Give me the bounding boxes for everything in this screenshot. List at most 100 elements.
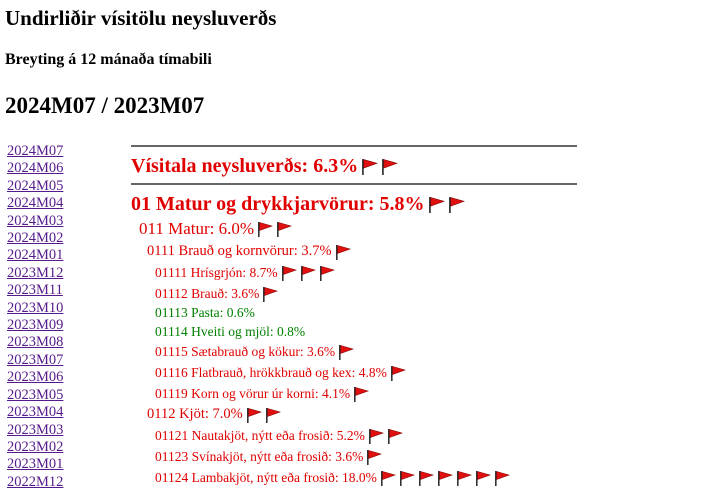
- flag-pole: [265, 407, 268, 423]
- flag-pole: [300, 265, 303, 281]
- flag-cloth: [368, 449, 383, 459]
- divider: [131, 145, 577, 147]
- month-link[interactable]: 2022M12: [7, 473, 64, 490]
- flag-icon: [399, 470, 415, 486]
- month-link[interactable]: 2023M06: [7, 369, 64, 386]
- flag-pole: [494, 470, 497, 486]
- month-link[interactable]: 2024M03: [7, 212, 64, 229]
- flag-pole: [428, 196, 431, 213]
- index-item: Vísitala neysluverðs: 6.3%: [131, 153, 577, 179]
- flag-cloth: [383, 158, 399, 169]
- flag-cloth: [340, 344, 355, 354]
- flag-pole: [367, 449, 369, 465]
- month-link[interactable]: 2024M01: [7, 247, 64, 264]
- flag-icon: [456, 470, 472, 486]
- flag-icon: [354, 386, 370, 402]
- flag-pole: [456, 470, 459, 486]
- flag-icon: [387, 428, 403, 444]
- index-tree: Vísitala neysluverðs: 6.3% 01 Matur og dr…: [131, 145, 577, 488]
- flag-cloth: [458, 470, 472, 480]
- flag-cloth: [267, 407, 281, 417]
- month-link[interactable]: 2023M11: [7, 282, 63, 299]
- month-link[interactable]: 2024M02: [7, 230, 64, 247]
- flag-cloth: [259, 222, 274, 231]
- index-item: 01115 Sætabrauð og kökur: 3.6%: [131, 341, 577, 362]
- flag-pole: [263, 286, 265, 302]
- flag-pole: [246, 407, 249, 423]
- flag-icon: [258, 222, 274, 237]
- flag-icon: [335, 244, 351, 260]
- month-link[interactable]: 2023M03: [7, 421, 64, 438]
- flag-icon: [494, 470, 510, 486]
- flag-cloth: [355, 386, 370, 396]
- month-link[interactable]: 2024M07: [7, 143, 64, 159]
- flag-icon: [390, 365, 406, 381]
- item-label: 01123 Svínakjöt, nýtt eða frosið: 3.6%: [155, 448, 364, 464]
- flag-pole: [437, 470, 440, 486]
- flag-icon: [319, 265, 335, 281]
- flag-cloth: [389, 428, 403, 438]
- month-link[interactable]: 2023M04: [7, 404, 64, 421]
- item-label: Vísitala neysluverðs: 6.3%: [131, 154, 359, 177]
- flag-cloth: [248, 407, 262, 417]
- month-link[interactable]: 2023M07: [7, 351, 64, 368]
- item-label: 01114 Hveiti og mjöl: 0.8%: [155, 323, 306, 339]
- flag-cloth: [420, 470, 434, 480]
- month-link[interactable]: 2024M04: [7, 195, 64, 212]
- page-title: Undirliðir vísitölu neysluverðs: [5, 6, 277, 30]
- flag-pole: [362, 158, 364, 175]
- item-label: 01 Matur og drykkjarvörur: 5.8%: [131, 192, 425, 215]
- month-link[interactable]: 2024M06: [7, 160, 64, 177]
- flag-icon: [300, 265, 316, 281]
- flag-pole: [448, 196, 451, 213]
- item-label: 01111 Hrísgrjón: 8.7%: [155, 264, 278, 280]
- flag-pole: [387, 428, 390, 444]
- flag-cloth: [449, 196, 465, 207]
- flag-icon: [475, 470, 491, 486]
- flag-icon: [265, 407, 281, 423]
- item-label: 01115 Sætabrauð og kökur: 3.6%: [155, 343, 336, 359]
- index-item: 0111 Brauð og kornvörur: 3.7%: [131, 241, 577, 262]
- flag-cloth: [496, 470, 510, 480]
- flag-pole: [475, 470, 478, 486]
- month-link[interactable]: 2023M05: [7, 386, 64, 403]
- flag-icon: [418, 470, 434, 486]
- flag-pole: [390, 365, 393, 381]
- divider: [131, 183, 577, 185]
- item-label: 01113 Pasta: 0.6%: [155, 305, 255, 321]
- item-label: 01116 Flatbrauð, hrökkbrauð og kex: 4.8%: [155, 364, 387, 380]
- flag-cloth: [401, 470, 415, 480]
- flag-icon: [428, 196, 445, 213]
- index-item: 01124 Lambakjöt, nýtt eða frosið: 18.0%: [131, 467, 577, 488]
- month-link[interactable]: 2024M05: [7, 177, 64, 194]
- flag-pole: [380, 470, 383, 486]
- index-item: 01113 Pasta: 0.6%: [131, 304, 577, 323]
- item-label: 01112 Brauð: 3.6%: [155, 285, 260, 301]
- flag-pole: [277, 222, 279, 237]
- item-label: 01124 Lambakjöt, nýtt eða frosið: 18.0%: [155, 469, 377, 485]
- month-link[interactable]: 2023M09: [7, 317, 64, 334]
- item-label: 011 Matur: 6.0%: [139, 219, 255, 238]
- flag-pole: [339, 344, 341, 360]
- flag-cloth: [429, 196, 445, 207]
- flag-cloth: [382, 470, 396, 480]
- flag-icon: [246, 407, 262, 423]
- month-link[interactable]: 2023M01: [7, 456, 64, 473]
- flag-icon: [263, 286, 279, 302]
- index-item: 01 Matur og drykkjarvörur: 5.8%: [131, 191, 577, 217]
- month-link[interactable]: 2023M10: [7, 299, 64, 316]
- month-link[interactable]: 2023M08: [7, 334, 64, 351]
- flag-cloth: [477, 470, 491, 480]
- month-link[interactable]: 2023M02: [7, 438, 64, 455]
- flag-cloth: [370, 428, 384, 438]
- flag-icon: [368, 428, 384, 444]
- flag-pole: [399, 470, 402, 486]
- index-item: 01119 Korn og vörur úr korni: 4.1%: [131, 383, 577, 404]
- flag-cloth: [392, 365, 406, 375]
- page-subtitle: Breyting á 12 mánaða tímabili: [5, 51, 212, 68]
- flag-cloth: [363, 158, 379, 169]
- month-link[interactable]: 2023M12: [7, 264, 64, 281]
- flag-cloth: [320, 265, 335, 275]
- flag-pole: [354, 386, 356, 402]
